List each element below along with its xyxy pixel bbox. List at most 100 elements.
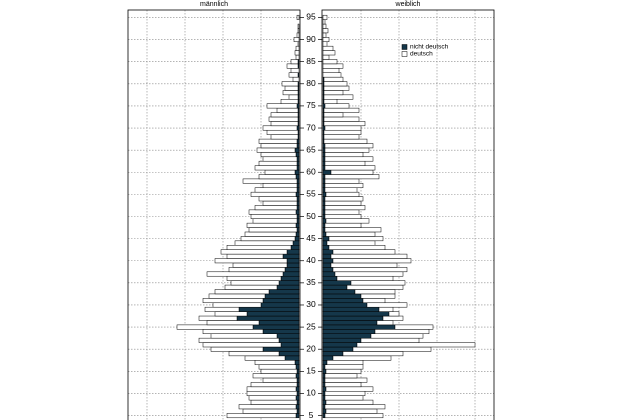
bar <box>234 240 294 246</box>
bar <box>295 404 300 410</box>
bar <box>325 218 370 224</box>
bar <box>284 355 300 361</box>
panel-frame <box>127 9 301 420</box>
bar <box>324 390 366 396</box>
bar <box>292 76 300 82</box>
bar <box>262 346 300 352</box>
bar <box>202 342 282 348</box>
bar <box>324 413 384 419</box>
bar <box>295 222 300 228</box>
bar <box>322 351 344 357</box>
bar <box>322 360 328 365</box>
bar <box>322 404 326 410</box>
bar <box>296 187 300 193</box>
bar <box>296 408 300 414</box>
bar <box>324 165 376 171</box>
y-tick-label: 75 <box>306 100 316 110</box>
bar <box>288 94 299 100</box>
bar <box>322 275 338 281</box>
bar <box>324 178 360 184</box>
bar <box>260 143 298 149</box>
bar <box>322 355 334 361</box>
bar <box>322 386 327 392</box>
bar <box>230 280 280 286</box>
bar <box>250 399 298 405</box>
bar <box>322 54 330 60</box>
bar <box>296 32 300 38</box>
y-tick-label: 95 <box>306 12 316 22</box>
bar <box>282 253 300 259</box>
y-tick-label: 90 <box>306 34 316 44</box>
bar <box>254 205 298 211</box>
y-tick-label: 25 <box>306 321 316 331</box>
bar <box>330 262 398 268</box>
bar <box>296 125 300 131</box>
bar <box>286 258 300 264</box>
bar <box>332 249 396 255</box>
bar <box>278 337 300 343</box>
bar <box>224 284 278 290</box>
bar <box>322 183 326 188</box>
bar <box>322 231 327 237</box>
bar <box>256 147 296 153</box>
bar <box>330 253 408 259</box>
bar <box>198 315 238 321</box>
bar <box>294 360 300 365</box>
bar <box>252 324 300 330</box>
bar <box>322 373 326 379</box>
bar <box>324 209 360 215</box>
bar <box>204 306 240 312</box>
bar <box>297 28 300 34</box>
bar <box>376 320 394 326</box>
bar <box>198 337 280 343</box>
bar <box>296 183 300 188</box>
bar <box>292 240 300 246</box>
bar <box>252 218 298 224</box>
bar <box>324 174 380 180</box>
bar <box>324 364 364 370</box>
bar <box>322 68 340 73</box>
bar <box>296 399 300 405</box>
bar <box>322 160 326 166</box>
bar <box>296 368 300 374</box>
bar <box>324 160 366 166</box>
bar <box>210 333 278 339</box>
bar <box>324 125 362 131</box>
bar <box>323 116 360 122</box>
bar <box>342 351 404 357</box>
bar <box>296 196 300 202</box>
bar <box>374 329 430 334</box>
bar <box>354 289 396 295</box>
bar <box>388 311 400 317</box>
bar <box>322 377 326 383</box>
bar <box>322 191 327 197</box>
bar <box>323 76 344 82</box>
bar <box>322 59 338 65</box>
bar <box>324 156 374 162</box>
bar <box>286 63 299 69</box>
bar <box>260 302 300 308</box>
bar <box>276 284 300 290</box>
bar <box>258 320 300 326</box>
bar <box>296 160 300 166</box>
bar <box>297 41 300 47</box>
y-tick-label: 85 <box>306 56 316 66</box>
panel-title: weiblich <box>395 1 421 8</box>
bar <box>322 298 364 304</box>
bar <box>322 413 326 419</box>
bar <box>293 37 300 43</box>
bar <box>324 205 366 211</box>
bar <box>322 72 342 78</box>
bar <box>252 373 297 379</box>
bar <box>323 81 348 87</box>
bar <box>322 37 330 43</box>
y-tick-label: 40 <box>306 255 316 265</box>
bar <box>360 293 396 299</box>
bar <box>266 129 299 135</box>
bar <box>322 293 362 299</box>
bar <box>324 222 362 228</box>
bar <box>268 289 300 295</box>
bar <box>295 209 300 215</box>
bar <box>322 143 326 149</box>
bar <box>322 23 327 29</box>
